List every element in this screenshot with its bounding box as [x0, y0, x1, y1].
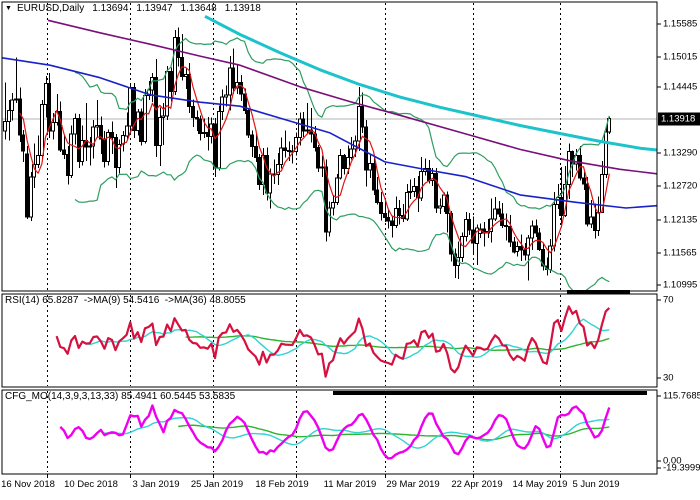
current-price-tag: 1.13918 [658, 112, 700, 126]
cfg-axis-label: 115.7685 [663, 390, 700, 402]
price-axis-label: 1.13290 [663, 147, 698, 159]
date-axis-label: 3 Jan 2019 [132, 479, 180, 490]
price-axis-label: 1.14445 [663, 81, 698, 93]
date-axis-label: 16 Nov 2018 [1, 479, 55, 490]
price-axis-label: 1.10995 [663, 279, 698, 291]
ohlc-close-value: 1.13918 [224, 3, 261, 14]
rsi-axis-label: 30 [663, 372, 674, 384]
symbol-timeframe-label: EURUSD,Daily [17, 3, 85, 14]
date-axis-label: 14 May 2019 [512, 479, 568, 490]
cfg-axis-label: -19.3999 [663, 462, 700, 474]
price-axis-label: 1.11565 [663, 247, 697, 259]
ohlc-high-value: 1.13947 [136, 3, 173, 14]
ohlc-low-value: 1.13648 [180, 3, 217, 14]
date-axis-label: 25 Jan 2019 [190, 479, 244, 490]
symbol-marker-icon: ▼ [5, 5, 12, 12]
date-axis-label: 10 Dec 2018 [64, 479, 118, 490]
price-axis-label: 1.15585 [663, 18, 698, 30]
rsi-axis-label: 70 [663, 294, 674, 306]
price-axis-label: 1.15015 [663, 51, 698, 63]
price-axis-label: 1.12135 [663, 214, 698, 226]
ohlc-open-value: 1.13694 [92, 3, 129, 14]
price-axis-label: 1.12720 [663, 180, 698, 192]
date-axis-label: 18 Feb 2019 [255, 479, 309, 490]
date-axis-label: 11 Mar 2019 [323, 479, 377, 490]
rsi-indicator-title: RSI(14) 65.8287 ->MA(9) 54.5416 ->MA(36)… [5, 295, 246, 306]
date-axis-label: 5 Jun 2019 [572, 479, 620, 490]
cfg-axis-label: 0.00 [663, 455, 682, 467]
cfg-mo-indicator-title: CFG_MO(14,3,9,3,13,33) 85.4941 60.5445 5… [5, 391, 236, 402]
date-axis-label: 29 Mar 2019 [386, 479, 440, 490]
date-axis-label: 22 Apr 2019 [451, 479, 503, 490]
main-panel-title: EURUSD,Daily 1.13694 1.13947 1.13648 1.13918 [17, 3, 261, 14]
